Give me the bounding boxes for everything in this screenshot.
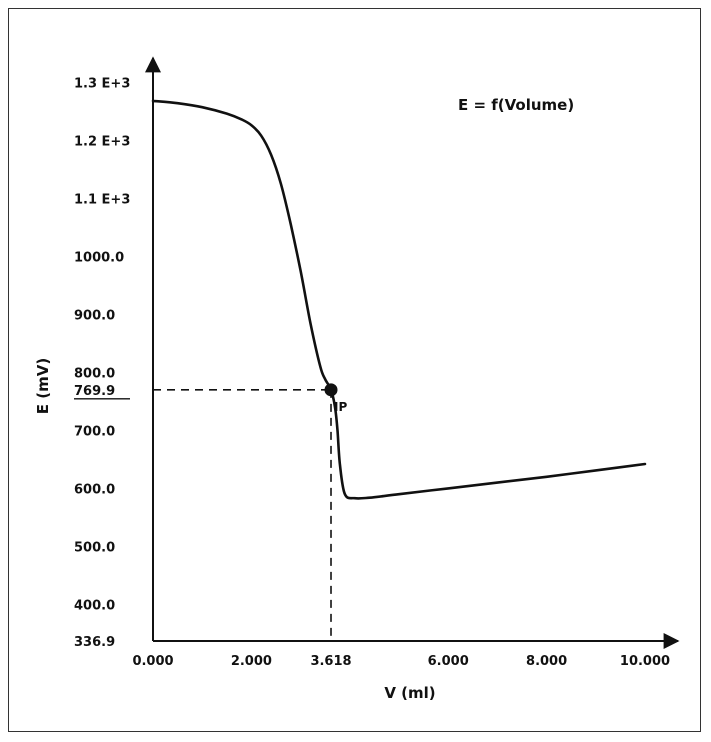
y-tick-labels: 336.9 400.0 500.0 600.0 700.0 769.9 800.0 900.0… xyxy=(74,76,130,650)
x-tick-label: 2.000 xyxy=(231,654,272,669)
x-axis-title: V (ml) xyxy=(384,684,435,702)
y-tick-label: 1.3 E+3 xyxy=(74,76,130,91)
x-tick-label: 8.000 xyxy=(526,654,567,669)
y-axis-title: E (mV) xyxy=(34,358,52,414)
x-tick-labels: 0.000 2.000 3.618 6.000 8.000 10.000 xyxy=(132,654,670,669)
y-tick-label: 700.0 xyxy=(74,424,115,439)
y-tick-label: 1.2 E+3 xyxy=(74,134,130,149)
y-tick-label: 1000.0 xyxy=(74,250,124,265)
x-tick-label: 3.618 xyxy=(310,654,351,669)
x-tick-label: 6.000 xyxy=(428,654,469,669)
inflection-point-label: IP xyxy=(334,400,347,414)
y-tick-label: 500.0 xyxy=(74,540,115,555)
inflection-point-marker xyxy=(324,383,338,397)
x-tick-label: 0.000 xyxy=(132,654,173,669)
chart-title: E = f(Volume) xyxy=(458,96,574,114)
series-line xyxy=(151,99,647,500)
y-tick-label: 600.0 xyxy=(74,482,115,497)
y-tick-label: 1.1 E+3 xyxy=(74,192,130,207)
y-tick-label: 769.9 xyxy=(74,384,115,399)
chart-frame xyxy=(8,8,701,732)
y-tick-label: 800.0 xyxy=(74,366,115,381)
y-tick-label: 900.0 xyxy=(74,308,115,323)
x-tick-label: 10.000 xyxy=(620,654,670,669)
y-tick-label: 336.9 xyxy=(74,635,115,650)
y-tick-label: 400.0 xyxy=(74,598,115,613)
